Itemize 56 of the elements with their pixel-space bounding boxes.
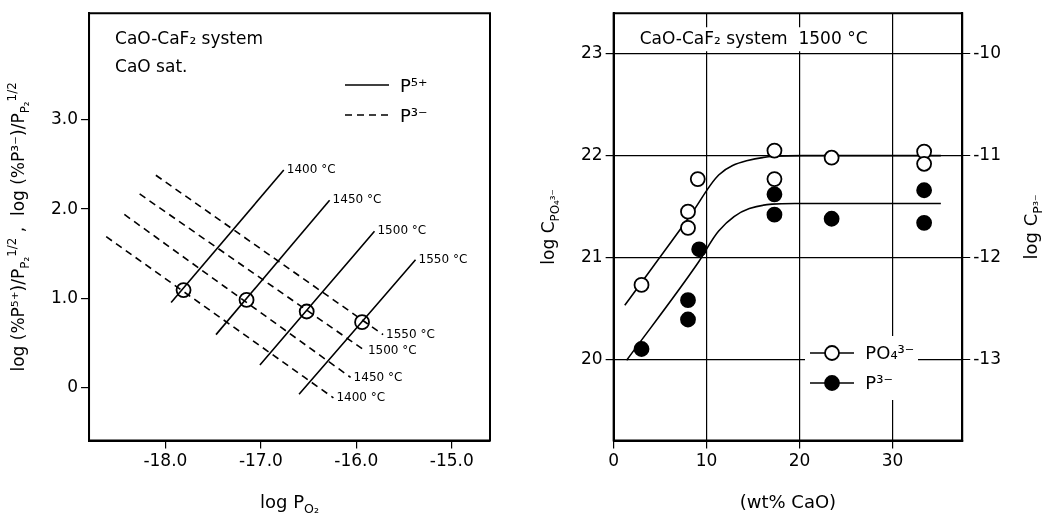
point (680, 203, 696, 220)
x-tick-label: -17.0 (238, 450, 283, 471)
annotation: 1550 °C (418, 251, 468, 266)
annotation: 1400 °C (336, 389, 386, 404)
x-tick-label: 20 (788, 450, 811, 471)
y-tick-label: 3.0 (50, 108, 79, 129)
annotation: 1450 °C (332, 192, 382, 207)
point (823, 210, 840, 227)
y2-tick-label: -12 (973, 245, 1002, 266)
y2-tick-label: -11 (973, 144, 1002, 165)
y-tick-label: 23 (580, 42, 603, 63)
y-tick-label: 0 (67, 375, 79, 396)
point (916, 182, 933, 199)
legend-label: PO₄³⁻ (865, 342, 915, 364)
annotation: 1550 °C (386, 326, 435, 341)
y2-tick-label: -10 (973, 42, 1002, 63)
x-tick-label: 0 (608, 450, 620, 471)
x-tick-label: 10 (695, 450, 718, 471)
y-tick-label: 20 (580, 347, 603, 368)
annotation: 1400 °C (286, 162, 336, 177)
point (680, 220, 696, 236)
annotation: CaO-CaF₂ system (115, 27, 264, 48)
point (766, 171, 783, 187)
point (823, 149, 840, 166)
annotation: 1450 °C (353, 369, 403, 384)
y-tick-label: 22 (580, 144, 603, 165)
legend-label: P³⁻ (865, 372, 893, 394)
point (766, 142, 783, 159)
point (691, 241, 708, 258)
annotation: CaO-CaF₂ system 1500 °C (639, 27, 868, 48)
x-tick-label: -15.0 (429, 450, 474, 471)
y2-axis-title: log CP³⁻ (1019, 194, 1045, 260)
point (916, 155, 933, 172)
y-tick-label: 2.0 (50, 197, 79, 218)
point (766, 186, 783, 203)
legend-label: P³⁻ (400, 104, 428, 126)
y-tick-label: 21 (580, 245, 603, 266)
point (680, 292, 696, 309)
point (766, 206, 783, 223)
y2-tick-label: -13 (973, 347, 1002, 368)
x-tick-label: 30 (881, 450, 904, 471)
legend-label: P⁵⁺ (400, 74, 428, 96)
annotation: 1500 °C (377, 223, 427, 238)
point (916, 214, 933, 231)
annotation: CaO sat. (115, 55, 188, 76)
point (689, 171, 706, 187)
point (633, 341, 650, 357)
x-tick-label: -16.0 (334, 450, 379, 471)
annotation: 1500 °C (367, 342, 417, 357)
x-tick-label: -18.0 (143, 450, 188, 471)
y-axis-title: log (%P⁵⁺)/PP₂1/2 , log (%P³⁻)/PP₂1/2 (5, 82, 33, 372)
x-axis-title: (wt% CaO) (739, 490, 837, 512)
y-axis-title: log CPO₄³⁻ (538, 189, 563, 265)
point (680, 311, 696, 328)
point (633, 277, 650, 293)
y-tick-label: 1.0 (50, 286, 79, 307)
